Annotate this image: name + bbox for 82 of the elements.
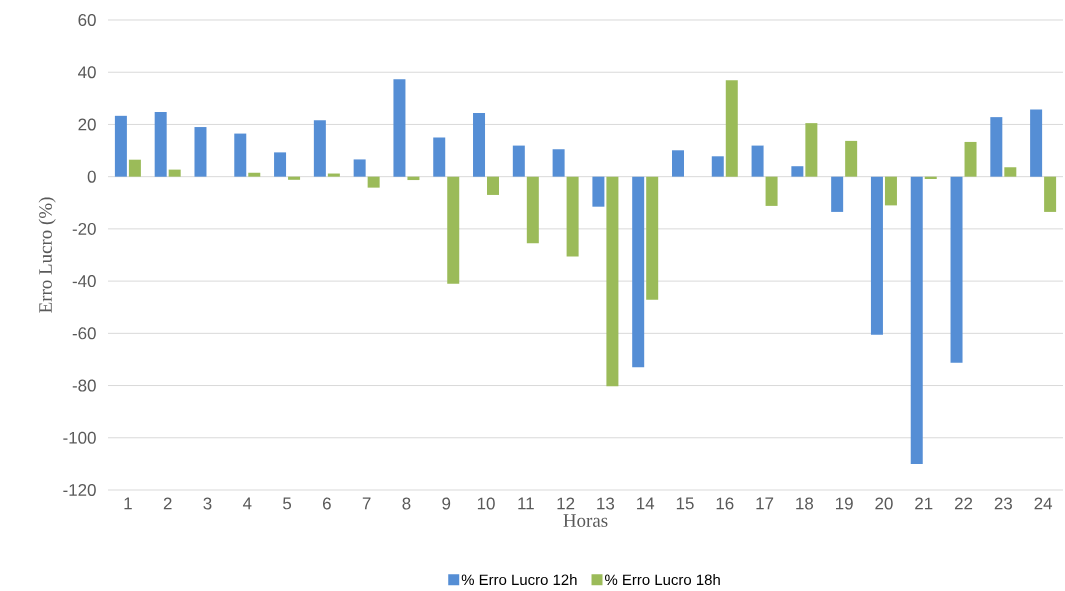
bar bbox=[884, 176, 897, 206]
bar bbox=[1004, 167, 1017, 177]
x-tick-label: 7 bbox=[362, 497, 371, 510]
x-tick-label: 6 bbox=[323, 497, 331, 510]
x-tick-label: 17 bbox=[756, 497, 774, 510]
bar bbox=[725, 80, 738, 177]
bar bbox=[447, 176, 460, 284]
bar bbox=[711, 156, 724, 177]
bar bbox=[606, 176, 619, 387]
legend-label: % Erro Lucro 18h bbox=[605, 574, 720, 586]
y-tick-label: 60 bbox=[78, 14, 96, 26]
bar bbox=[791, 166, 804, 177]
x-axis-title: Horas bbox=[563, 514, 608, 527]
bar bbox=[248, 172, 261, 177]
bar bbox=[526, 176, 539, 244]
bar bbox=[632, 176, 645, 368]
bar bbox=[910, 176, 923, 464]
x-tick-label: 22 bbox=[954, 497, 973, 510]
bar bbox=[393, 79, 406, 177]
x-tick-label: 11 bbox=[518, 497, 534, 510]
bar bbox=[592, 176, 605, 207]
bar bbox=[114, 115, 127, 177]
bar bbox=[154, 111, 167, 177]
y-tick-label: -100 bbox=[63, 431, 96, 444]
x-tick-label: 15 bbox=[676, 497, 694, 510]
bar bbox=[433, 137, 446, 177]
bar bbox=[552, 149, 565, 177]
x-tick-label: 23 bbox=[994, 497, 1012, 510]
x-tick-label: 9 bbox=[442, 497, 451, 510]
bar bbox=[671, 150, 684, 177]
bar bbox=[566, 176, 579, 257]
x-tick-label: 8 bbox=[402, 497, 411, 510]
bar bbox=[845, 140, 858, 177]
bar bbox=[234, 133, 247, 177]
bar bbox=[990, 117, 1003, 177]
y-tick-label: 40 bbox=[78, 66, 96, 79]
bar bbox=[1044, 176, 1057, 212]
y-axis-title: Erro Lucro (%) bbox=[38, 197, 56, 313]
bar bbox=[274, 152, 287, 177]
y-tick-label: -120 bbox=[63, 484, 96, 496]
bar bbox=[128, 159, 141, 177]
bar bbox=[353, 159, 366, 177]
bar bbox=[751, 145, 764, 177]
x-tick-label: 20 bbox=[875, 497, 893, 510]
x-tick-label: 19 bbox=[836, 497, 853, 510]
bar bbox=[168, 169, 181, 177]
y-tick-label: -40 bbox=[72, 275, 96, 288]
bar bbox=[487, 176, 500, 195]
bar bbox=[964, 141, 977, 177]
x-tick-label: 12 bbox=[557, 497, 575, 510]
x-tick-label: 5 bbox=[283, 497, 292, 510]
bar bbox=[870, 176, 883, 335]
y-tick-label: 0 bbox=[87, 170, 96, 183]
x-tick-label: 14 bbox=[637, 497, 655, 510]
x-tick-label: 4 bbox=[242, 497, 252, 510]
bar bbox=[950, 176, 963, 363]
bar bbox=[805, 123, 818, 177]
x-tick-label: 13 bbox=[597, 497, 615, 510]
y-tick-label: 20 bbox=[78, 118, 96, 131]
bar bbox=[646, 176, 659, 300]
x-tick-label: 24 bbox=[1034, 497, 1053, 510]
x-tick-label: 16 bbox=[716, 497, 734, 510]
x-tick-label: 10 bbox=[477, 497, 495, 510]
bar bbox=[313, 120, 326, 177]
bar bbox=[512, 145, 525, 177]
legend-label: % Erro Lucro 12h bbox=[461, 574, 577, 586]
y-tick-label: -60 bbox=[72, 327, 96, 340]
y-tick-label: -20 bbox=[72, 222, 96, 235]
bar bbox=[367, 176, 380, 188]
bar bbox=[831, 176, 844, 212]
bar bbox=[765, 176, 778, 206]
x-tick-label: 18 bbox=[796, 497, 814, 510]
bar bbox=[473, 112, 486, 177]
bar bbox=[1030, 109, 1043, 177]
bar bbox=[288, 176, 301, 180]
bar bbox=[194, 127, 207, 177]
x-tick-label: 21 bbox=[915, 497, 933, 510]
bar bbox=[327, 173, 340, 177]
x-tick-label: 1 bbox=[124, 497, 132, 510]
x-tick-label: 2 bbox=[163, 497, 172, 510]
y-tick-label: -80 bbox=[72, 379, 96, 392]
x-tick-label: 3 bbox=[203, 497, 212, 510]
